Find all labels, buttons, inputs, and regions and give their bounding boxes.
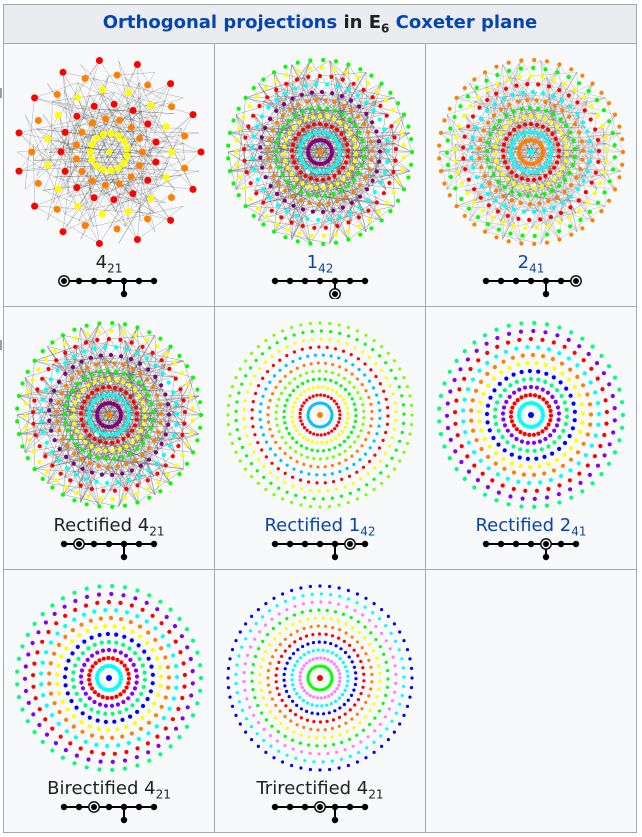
- rectified-1-42-projection[interactable]: [220, 315, 420, 515]
- cell: Rectified 241: [425, 306, 637, 570]
- cell: Rectified 421: [3, 306, 215, 570]
- cell: 142: [214, 43, 426, 307]
- label-base: Birectified 4: [47, 778, 156, 799]
- label-base: Trirectified 4: [256, 778, 369, 799]
- rectified-1-42-coxeter-diagram: [271, 538, 369, 561]
- label-subscript: 21: [368, 787, 384, 802]
- label-base: Rectified 1: [264, 515, 361, 536]
- 2-41-coxeter-diagram: [482, 275, 582, 298]
- birectified-4-21-label: Birectified 421: [4, 778, 214, 802]
- label-subscript: 42: [318, 261, 334, 276]
- birectified-4-21-projection[interactable]: [9, 578, 209, 778]
- 2-41-label[interactable]: 241: [426, 252, 636, 276]
- rectified-4-21-coxeter-diagram: [60, 538, 158, 561]
- label-subscript: 21: [107, 261, 123, 276]
- cell: Trirectified 421: [214, 569, 426, 833]
- trirectified-4-21-projection[interactable]: [220, 578, 420, 778]
- label-base: 4: [95, 252, 108, 273]
- title-subscript: 6: [381, 21, 390, 36]
- edge-mark: [0, 340, 2, 350]
- rectified-4-21-label: Rectified 421: [4, 515, 214, 539]
- birectified-4-21-coxeter-diagram: [60, 801, 158, 824]
- rectified-2-41-label[interactable]: Rectified 241: [426, 515, 636, 539]
- table-title: Orthogonal projections in E6 Coxeter pla…: [3, 4, 637, 44]
- label-subscript: 21: [149, 524, 165, 539]
- rectified-1-42-label[interactable]: Rectified 142: [215, 515, 425, 539]
- trirectified-4-21-label: Trirectified 421: [215, 778, 425, 802]
- 1-42-label[interactable]: 142: [215, 252, 425, 276]
- rectified-4-21-projection[interactable]: [9, 315, 209, 515]
- rectified-2-41-coxeter-diagram: [482, 538, 580, 561]
- 4-21-projection[interactable]: [9, 52, 209, 252]
- cell: Birectified 421: [3, 569, 215, 833]
- trirectified-4-21-coxeter-diagram: [271, 801, 369, 824]
- label-base: 2: [517, 252, 530, 273]
- label-subscript: 21: [155, 787, 171, 802]
- cell: 241: [425, 43, 637, 307]
- projections-table: Orthogonal projections in E6 Coxeter pla…: [3, 4, 637, 833]
- rectified-2-41-projection[interactable]: [431, 315, 631, 515]
- label-subscript: 41: [529, 261, 545, 276]
- label-subscript: 42: [360, 524, 376, 539]
- 1-42-projection[interactable]: [220, 52, 420, 252]
- 4-21-label: 421: [4, 252, 214, 276]
- 2-41-projection[interactable]: [431, 52, 631, 252]
- label-base: Rectified 4: [53, 515, 150, 536]
- orthogonal-projections-link[interactable]: Orthogonal projections: [102, 12, 338, 34]
- title-text: in E: [337, 12, 382, 34]
- 1-42-coxeter-diagram: [271, 277, 369, 299]
- edge-mark: [0, 88, 2, 98]
- 4-21-coxeter-diagram: [58, 275, 158, 298]
- label-subscript: 41: [571, 524, 587, 539]
- cell: [425, 569, 637, 833]
- cell: 421: [3, 43, 215, 307]
- cell: Rectified 142: [214, 306, 426, 570]
- label-base: Rectified 2: [475, 515, 572, 536]
- label-base: 1: [306, 252, 319, 273]
- coxeter-plane-link[interactable]: Coxeter plane: [389, 12, 538, 34]
